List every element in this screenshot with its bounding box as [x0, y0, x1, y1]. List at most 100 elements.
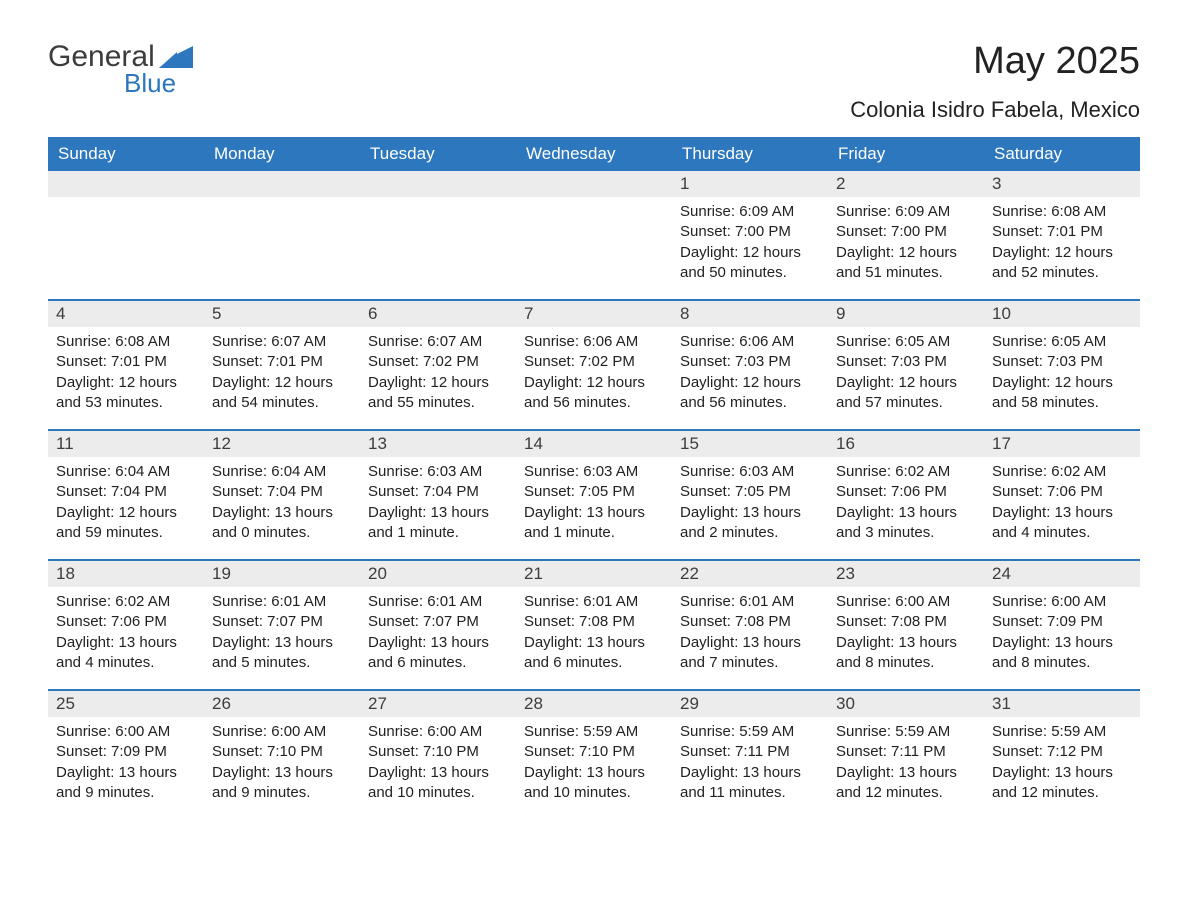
weekday-header-row: SundayMondayTuesdayWednesdayThursdayFrid… — [48, 137, 1140, 171]
calendar-week-row: 25Sunrise: 6:00 AMSunset: 7:09 PMDayligh… — [48, 689, 1140, 819]
day-number: 1 — [672, 171, 828, 197]
day-number: 25 — [48, 691, 204, 717]
calendar-day-cell: 3Sunrise: 6:08 AMSunset: 7:01 PMDaylight… — [984, 171, 1140, 299]
day-body: Sunrise: 6:06 AMSunset: 7:03 PMDaylight:… — [672, 327, 828, 418]
day-body: Sunrise: 6:01 AMSunset: 7:07 PMDaylight:… — [360, 587, 516, 678]
calendar-day-cell: 31Sunrise: 5:59 AMSunset: 7:12 PMDayligh… — [984, 691, 1140, 819]
calendar-day-cell: 15Sunrise: 6:03 AMSunset: 7:05 PMDayligh… — [672, 431, 828, 559]
calendar-day-cell: 9Sunrise: 6:05 AMSunset: 7:03 PMDaylight… — [828, 301, 984, 429]
calendar-day-cell: 2Sunrise: 6:09 AMSunset: 7:00 PMDaylight… — [828, 171, 984, 299]
weekday-header: Wednesday — [516, 137, 672, 171]
day-body: Sunrise: 6:03 AMSunset: 7:05 PMDaylight:… — [672, 457, 828, 548]
day-number: 17 — [984, 431, 1140, 457]
day-body: Sunrise: 5:59 AMSunset: 7:11 PMDaylight:… — [672, 717, 828, 808]
calendar-day-cell: 5Sunrise: 6:07 AMSunset: 7:01 PMDaylight… — [204, 301, 360, 429]
day-number: 12 — [204, 431, 360, 457]
calendar-day-cell: 6Sunrise: 6:07 AMSunset: 7:02 PMDaylight… — [360, 301, 516, 429]
day-body: Sunrise: 6:00 AMSunset: 7:09 PMDaylight:… — [984, 587, 1140, 678]
calendar-day-cell: 25Sunrise: 6:00 AMSunset: 7:09 PMDayligh… — [48, 691, 204, 819]
page-subtitle: Colonia Isidro Fabela, Mexico — [850, 97, 1140, 123]
day-body: Sunrise: 6:02 AMSunset: 7:06 PMDaylight:… — [48, 587, 204, 678]
day-body: Sunrise: 6:03 AMSunset: 7:04 PMDaylight:… — [360, 457, 516, 548]
day-number-empty — [48, 171, 204, 197]
day-body: Sunrise: 6:04 AMSunset: 7:04 PMDaylight:… — [48, 457, 204, 548]
day-body: Sunrise: 5:59 AMSunset: 7:12 PMDaylight:… — [984, 717, 1140, 808]
day-number: 31 — [984, 691, 1140, 717]
calendar-day-cell: 22Sunrise: 6:01 AMSunset: 7:08 PMDayligh… — [672, 561, 828, 689]
calendar-day-cell: 26Sunrise: 6:00 AMSunset: 7:10 PMDayligh… — [204, 691, 360, 819]
calendar-day-cell: 18Sunrise: 6:02 AMSunset: 7:06 PMDayligh… — [48, 561, 204, 689]
day-number: 9 — [828, 301, 984, 327]
calendar-day-cell: 16Sunrise: 6:02 AMSunset: 7:06 PMDayligh… — [828, 431, 984, 559]
day-number: 8 — [672, 301, 828, 327]
calendar-day-cell: 24Sunrise: 6:00 AMSunset: 7:09 PMDayligh… — [984, 561, 1140, 689]
day-body: Sunrise: 6:05 AMSunset: 7:03 PMDaylight:… — [828, 327, 984, 418]
brand-word-2: Blue — [124, 68, 193, 99]
weekday-header: Saturday — [984, 137, 1140, 171]
day-body: Sunrise: 6:01 AMSunset: 7:07 PMDaylight:… — [204, 587, 360, 678]
calendar-grid: SundayMondayTuesdayWednesdayThursdayFrid… — [48, 137, 1140, 819]
calendar-day-cell: 23Sunrise: 6:00 AMSunset: 7:08 PMDayligh… — [828, 561, 984, 689]
calendar-day-cell: 4Sunrise: 6:08 AMSunset: 7:01 PMDaylight… — [48, 301, 204, 429]
calendar-day-cell — [516, 171, 672, 299]
day-number-empty — [516, 171, 672, 197]
calendar-day-cell: 14Sunrise: 6:03 AMSunset: 7:05 PMDayligh… — [516, 431, 672, 559]
day-body: Sunrise: 6:01 AMSunset: 7:08 PMDaylight:… — [672, 587, 828, 678]
day-number: 24 — [984, 561, 1140, 587]
calendar-day-cell: 7Sunrise: 6:06 AMSunset: 7:02 PMDaylight… — [516, 301, 672, 429]
day-number: 26 — [204, 691, 360, 717]
calendar-day-cell: 21Sunrise: 6:01 AMSunset: 7:08 PMDayligh… — [516, 561, 672, 689]
day-number: 10 — [984, 301, 1140, 327]
day-body: Sunrise: 6:00 AMSunset: 7:08 PMDaylight:… — [828, 587, 984, 678]
day-number: 22 — [672, 561, 828, 587]
calendar-day-cell: 20Sunrise: 6:01 AMSunset: 7:07 PMDayligh… — [360, 561, 516, 689]
calendar-day-cell: 8Sunrise: 6:06 AMSunset: 7:03 PMDaylight… — [672, 301, 828, 429]
brand-mark-icon — [159, 46, 193, 68]
day-number: 2 — [828, 171, 984, 197]
day-number-empty — [204, 171, 360, 197]
calendar-day-cell: 19Sunrise: 6:01 AMSunset: 7:07 PMDayligh… — [204, 561, 360, 689]
calendar-week-row: 11Sunrise: 6:04 AMSunset: 7:04 PMDayligh… — [48, 429, 1140, 559]
day-number: 27 — [360, 691, 516, 717]
calendar-day-cell: 29Sunrise: 5:59 AMSunset: 7:11 PMDayligh… — [672, 691, 828, 819]
day-number: 19 — [204, 561, 360, 587]
day-number: 16 — [828, 431, 984, 457]
day-body: Sunrise: 6:04 AMSunset: 7:04 PMDaylight:… — [204, 457, 360, 548]
day-number: 6 — [360, 301, 516, 327]
day-number: 21 — [516, 561, 672, 587]
calendar-day-cell — [360, 171, 516, 299]
day-body: Sunrise: 6:07 AMSunset: 7:01 PMDaylight:… — [204, 327, 360, 418]
calendar-week-row: 4Sunrise: 6:08 AMSunset: 7:01 PMDaylight… — [48, 299, 1140, 429]
calendar-day-cell: 27Sunrise: 6:00 AMSunset: 7:10 PMDayligh… — [360, 691, 516, 819]
day-body: Sunrise: 6:07 AMSunset: 7:02 PMDaylight:… — [360, 327, 516, 418]
day-number-empty — [360, 171, 516, 197]
calendar-week-row: 1Sunrise: 6:09 AMSunset: 7:00 PMDaylight… — [48, 171, 1140, 299]
day-body: Sunrise: 6:06 AMSunset: 7:02 PMDaylight:… — [516, 327, 672, 418]
day-body: Sunrise: 6:00 AMSunset: 7:10 PMDaylight:… — [360, 717, 516, 808]
calendar-day-cell: 28Sunrise: 5:59 AMSunset: 7:10 PMDayligh… — [516, 691, 672, 819]
day-number: 30 — [828, 691, 984, 717]
calendar-week-row: 18Sunrise: 6:02 AMSunset: 7:06 PMDayligh… — [48, 559, 1140, 689]
day-number: 28 — [516, 691, 672, 717]
day-number: 3 — [984, 171, 1140, 197]
day-body: Sunrise: 6:02 AMSunset: 7:06 PMDaylight:… — [984, 457, 1140, 548]
day-body: Sunrise: 6:00 AMSunset: 7:10 PMDaylight:… — [204, 717, 360, 808]
calendar-day-cell: 1Sunrise: 6:09 AMSunset: 7:00 PMDaylight… — [672, 171, 828, 299]
weekday-header: Tuesday — [360, 137, 516, 171]
day-number: 4 — [48, 301, 204, 327]
calendar-day-cell: 11Sunrise: 6:04 AMSunset: 7:04 PMDayligh… — [48, 431, 204, 559]
weekday-header: Sunday — [48, 137, 204, 171]
weekday-header: Thursday — [672, 137, 828, 171]
day-body: Sunrise: 6:05 AMSunset: 7:03 PMDaylight:… — [984, 327, 1140, 418]
day-number: 5 — [204, 301, 360, 327]
calendar-day-cell — [48, 171, 204, 299]
calendar-day-cell: 30Sunrise: 5:59 AMSunset: 7:11 PMDayligh… — [828, 691, 984, 819]
day-number: 29 — [672, 691, 828, 717]
day-number: 15 — [672, 431, 828, 457]
day-body: Sunrise: 6:03 AMSunset: 7:05 PMDaylight:… — [516, 457, 672, 548]
weekday-header: Monday — [204, 137, 360, 171]
brand-logo: General Blue — [48, 40, 193, 99]
day-number: 20 — [360, 561, 516, 587]
page-title: May 2025 — [850, 40, 1140, 83]
day-number: 11 — [48, 431, 204, 457]
